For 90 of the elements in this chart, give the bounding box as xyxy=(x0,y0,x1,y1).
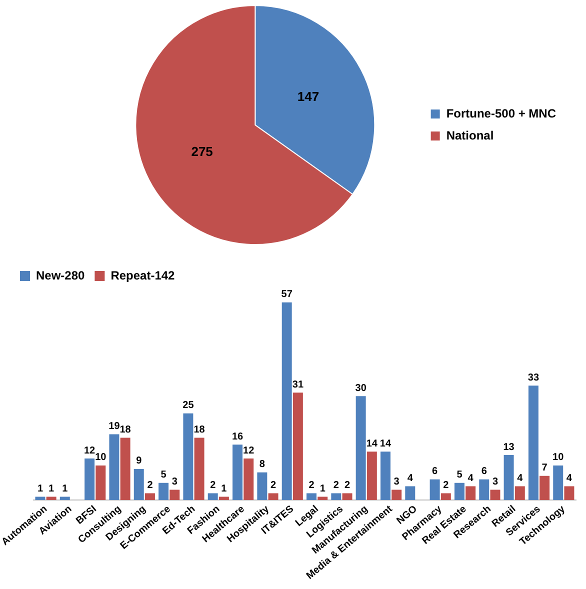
bar xyxy=(84,458,95,500)
legend-label: Fortune-500 + MNC xyxy=(446,106,556,120)
data-label: 2 xyxy=(308,480,315,491)
bar xyxy=(540,476,550,500)
data-label: 147 xyxy=(297,89,320,104)
bar xyxy=(454,482,464,500)
data-label: 2 xyxy=(270,480,276,491)
data-label: 7 xyxy=(542,462,548,474)
legend-label: New-280 xyxy=(36,268,86,282)
data-label: 12 xyxy=(84,445,96,456)
data-label: 1 xyxy=(320,483,326,494)
bar xyxy=(144,493,155,500)
bar xyxy=(183,413,194,500)
legend-label: Repeat-142 xyxy=(110,268,176,282)
data-label: 4 xyxy=(517,473,524,484)
data-label: 6 xyxy=(432,466,438,478)
data-label: 1 xyxy=(62,483,68,494)
data-label: 14 xyxy=(366,438,378,450)
data-label: 4 xyxy=(407,473,414,484)
bar xyxy=(440,493,451,500)
bar xyxy=(257,472,268,500)
data-label: 2 xyxy=(443,480,450,491)
data-label: 1 xyxy=(48,483,55,494)
bar xyxy=(218,496,229,500)
data-label: 275 xyxy=(191,144,213,159)
bar xyxy=(134,468,144,500)
data-label: 18 xyxy=(120,424,132,436)
bar xyxy=(405,486,416,500)
data-label: 18 xyxy=(194,424,206,436)
data-label: 4 xyxy=(468,473,474,484)
bar xyxy=(60,496,70,500)
bar xyxy=(292,392,303,500)
bar xyxy=(356,396,366,500)
bar xyxy=(194,438,204,500)
bar xyxy=(366,452,377,500)
bar xyxy=(380,452,390,500)
bar xyxy=(46,496,56,500)
data-label: 2 xyxy=(333,480,340,491)
data-label: 57 xyxy=(281,289,293,300)
bar xyxy=(282,302,292,500)
bar xyxy=(306,493,316,500)
legend-label: National xyxy=(446,128,494,142)
bar xyxy=(96,465,106,500)
data-label: 25 xyxy=(182,400,194,412)
data-label: 30 xyxy=(355,382,367,394)
bar xyxy=(318,496,328,500)
data-label: 10 xyxy=(552,452,564,464)
data-label: 1 xyxy=(221,483,228,494)
data-label: 6 xyxy=(481,466,488,478)
bar xyxy=(244,458,254,500)
bar xyxy=(490,490,500,500)
bar xyxy=(120,438,130,500)
data-label: 14 xyxy=(380,438,392,450)
data-label: 9 xyxy=(136,456,142,467)
data-label: 3 xyxy=(172,476,178,488)
bar xyxy=(504,455,514,500)
bar xyxy=(553,465,564,500)
data-label: 31 xyxy=(292,379,304,390)
data-label: 2 xyxy=(210,480,216,491)
data-label: 3 xyxy=(492,476,498,488)
data-label: 13 xyxy=(503,442,515,453)
bar xyxy=(331,493,342,500)
data-label: 12 xyxy=(243,445,255,456)
bar xyxy=(392,490,402,500)
data-label: 2 xyxy=(147,480,154,491)
bar xyxy=(268,493,278,500)
data-label: 8 xyxy=(259,459,266,470)
bar xyxy=(430,479,440,500)
bar xyxy=(109,434,120,500)
bar xyxy=(208,493,218,500)
data-label: 2 xyxy=(344,480,350,491)
bar xyxy=(479,479,490,500)
data-label: 33 xyxy=(528,372,540,384)
data-label: 10 xyxy=(95,452,107,464)
bar xyxy=(232,444,243,500)
bar xyxy=(170,490,180,500)
data-label: 16 xyxy=(232,431,244,442)
bar xyxy=(342,493,352,500)
data-label: 5 xyxy=(456,470,463,481)
data-label: 3 xyxy=(394,476,400,488)
bar xyxy=(466,486,476,500)
bar xyxy=(158,482,169,500)
bar xyxy=(35,496,46,500)
bar xyxy=(514,486,525,500)
data-label: 5 xyxy=(160,470,167,481)
data-label: 1 xyxy=(37,483,44,494)
data-label: 4 xyxy=(566,473,572,484)
bar xyxy=(564,486,574,500)
bar xyxy=(528,386,538,500)
data-label: 19 xyxy=(108,420,120,432)
